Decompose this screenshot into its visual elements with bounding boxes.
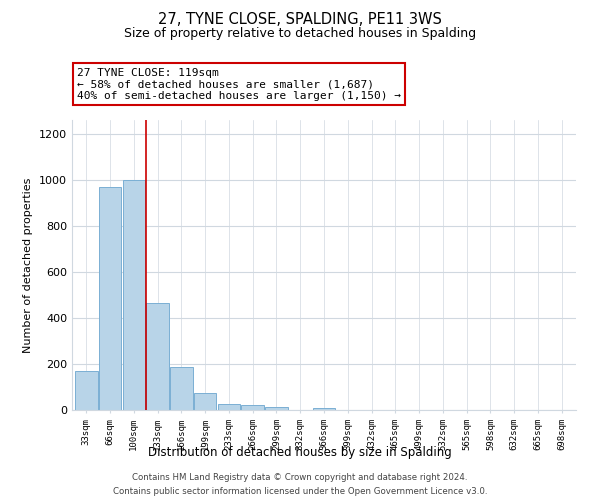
Y-axis label: Number of detached properties: Number of detached properties [23, 178, 34, 352]
Bar [170, 368, 193, 410]
Text: 27, TYNE CLOSE, SPALDING, PE11 3WS: 27, TYNE CLOSE, SPALDING, PE11 3WS [158, 12, 442, 28]
Bar [122, 180, 145, 410]
Bar [75, 371, 98, 410]
Bar [146, 303, 169, 410]
Text: Contains HM Land Registry data © Crown copyright and database right 2024.: Contains HM Land Registry data © Crown c… [132, 473, 468, 482]
Bar [218, 404, 240, 410]
Text: 27 TYNE CLOSE: 119sqm
← 58% of detached houses are smaller (1,687)
40% of semi-d: 27 TYNE CLOSE: 119sqm ← 58% of detached … [77, 68, 401, 101]
Text: Distribution of detached houses by size in Spalding: Distribution of detached houses by size … [148, 446, 452, 459]
Bar [194, 392, 217, 410]
Bar [313, 408, 335, 410]
Bar [241, 406, 264, 410]
Text: Contains public sector information licensed under the Open Government Licence v3: Contains public sector information licen… [113, 486, 487, 496]
Text: Size of property relative to detached houses in Spalding: Size of property relative to detached ho… [124, 28, 476, 40]
Bar [99, 186, 121, 410]
Bar [265, 406, 288, 410]
